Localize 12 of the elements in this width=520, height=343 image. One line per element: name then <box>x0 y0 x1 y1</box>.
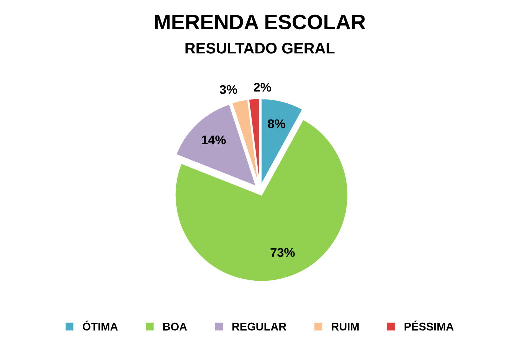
legend-label: ÓTIMA <box>82 320 118 331</box>
chart-subtitle: RESULTADO GERAL <box>186 43 335 54</box>
data-label: 73% <box>270 248 296 258</box>
legend-label: BOA <box>164 322 188 331</box>
data-label: 2% <box>254 83 272 92</box>
data-label: 14% <box>202 136 226 145</box>
data-label: 8% <box>268 120 286 128</box>
data-label: 3% <box>220 85 238 94</box>
legend-label: RUIM <box>332 323 359 331</box>
legend-label: PÉSSIMA <box>404 320 454 331</box>
legend-label: REGULAR <box>232 322 287 331</box>
chart-title: MERENDA ESCOLAR <box>155 14 366 30</box>
